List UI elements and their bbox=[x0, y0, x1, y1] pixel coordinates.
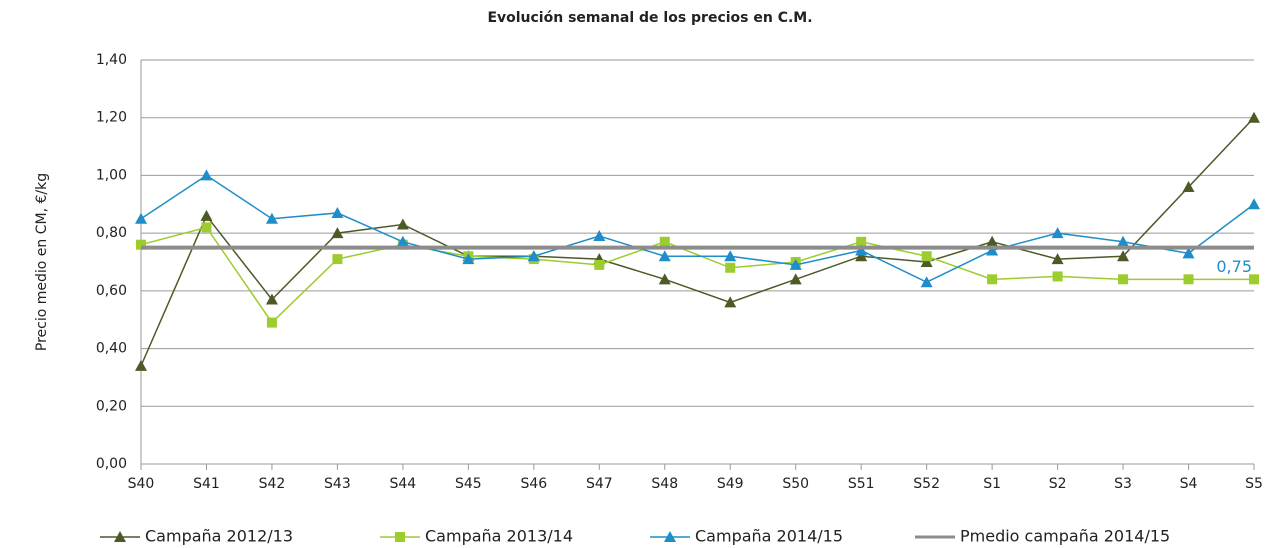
value-label: 0,75 bbox=[1216, 257, 1252, 276]
data-point bbox=[1182, 180, 1195, 192]
y-axis-label: Precio medio en CM, €/kg bbox=[34, 173, 50, 351]
data-point bbox=[200, 169, 213, 181]
x-tick-label: S5 bbox=[1245, 476, 1263, 492]
x-tick-label: S52 bbox=[913, 476, 940, 492]
legend-label: Campaña 2012/13 bbox=[145, 527, 293, 546]
data-point bbox=[855, 244, 868, 256]
data-point bbox=[658, 273, 671, 285]
data-point bbox=[527, 250, 540, 262]
x-tick-label: S4 bbox=[1180, 476, 1198, 492]
x-tick-label: S42 bbox=[259, 476, 286, 492]
data-point bbox=[1117, 250, 1130, 262]
data-point bbox=[396, 235, 409, 247]
x-tick-label: S48 bbox=[651, 476, 678, 492]
data-point bbox=[659, 236, 670, 247]
data-point bbox=[331, 206, 344, 218]
data-point bbox=[725, 262, 736, 273]
data-point bbox=[1052, 271, 1063, 282]
y-tick-label: 0,60 bbox=[96, 283, 127, 299]
data-point bbox=[855, 250, 868, 262]
data-point bbox=[593, 230, 606, 242]
data-point bbox=[135, 359, 147, 371]
data-point bbox=[462, 253, 475, 265]
data-point bbox=[856, 236, 867, 247]
data-point bbox=[920, 256, 933, 267]
data-point bbox=[920, 276, 933, 288]
y-tick-label: 1,00 bbox=[96, 167, 127, 183]
x-tick-label: S1 bbox=[983, 476, 1001, 492]
data-point bbox=[1248, 198, 1260, 210]
legend-label: Campaña 2013/14 bbox=[425, 527, 573, 546]
data-point bbox=[265, 293, 278, 305]
data-point bbox=[789, 273, 802, 285]
y-tick-label: 0,20 bbox=[96, 398, 127, 414]
data-point bbox=[265, 212, 278, 224]
data-point bbox=[724, 250, 737, 262]
x-tick-label: S43 bbox=[324, 476, 351, 492]
data-point bbox=[331, 227, 344, 239]
x-tick-label: S47 bbox=[586, 476, 613, 492]
data-point bbox=[986, 244, 999, 256]
x-tick-label: S46 bbox=[520, 476, 547, 492]
data-point bbox=[396, 218, 409, 230]
data-point bbox=[1183, 274, 1194, 285]
data-point bbox=[789, 258, 802, 270]
data-point bbox=[987, 274, 998, 285]
data-point bbox=[724, 296, 737, 308]
data-point bbox=[201, 222, 212, 233]
data-point bbox=[1249, 274, 1259, 285]
x-tick-label: S40 bbox=[128, 476, 155, 492]
data-point bbox=[594, 259, 605, 270]
legend-marker bbox=[664, 531, 676, 542]
data-point bbox=[1051, 227, 1064, 239]
legend-label: Campaña 2014/15 bbox=[695, 527, 843, 546]
x-tick-label: S49 bbox=[717, 476, 744, 492]
y-tick-label: 1,20 bbox=[96, 110, 127, 126]
data-point bbox=[136, 239, 146, 250]
x-tick-label: S50 bbox=[782, 476, 809, 492]
data-point bbox=[135, 212, 147, 224]
data-point bbox=[1117, 235, 1130, 247]
y-tick-label: 1,40 bbox=[96, 52, 127, 68]
x-tick-label: S51 bbox=[848, 476, 875, 492]
legend-marker bbox=[395, 532, 405, 542]
data-point bbox=[921, 251, 932, 262]
x-tick-label: S3 bbox=[1114, 476, 1132, 492]
data-point bbox=[1182, 247, 1195, 259]
x-tick-label: S44 bbox=[390, 476, 417, 492]
chart-title: Evolución semanal de los precios en C.M. bbox=[487, 10, 812, 26]
data-point bbox=[1248, 111, 1260, 123]
data-point bbox=[1051, 253, 1064, 265]
y-tick-label: 0,80 bbox=[96, 225, 127, 241]
series-line bbox=[140, 226, 1254, 324]
x-tick-label: S41 bbox=[193, 476, 220, 492]
series-line bbox=[140, 117, 1255, 367]
data-point bbox=[986, 235, 999, 247]
y-tick-label: 0,40 bbox=[96, 341, 127, 357]
x-tick-label: S2 bbox=[1049, 476, 1067, 492]
y-tick-label: 0,00 bbox=[96, 456, 127, 472]
legend-marker bbox=[114, 531, 126, 542]
data-point bbox=[1118, 274, 1129, 285]
legend-label: Pmedio campaña 2014/15 bbox=[960, 527, 1170, 546]
data-point bbox=[266, 317, 277, 328]
data-point bbox=[332, 254, 343, 265]
data-point bbox=[200, 209, 213, 221]
x-tick-label: S45 bbox=[455, 476, 482, 492]
data-point bbox=[658, 250, 671, 262]
series-line bbox=[140, 174, 1255, 284]
